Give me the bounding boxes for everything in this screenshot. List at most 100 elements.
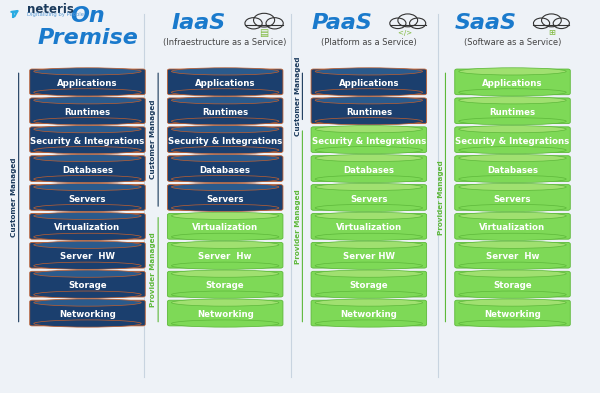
Ellipse shape <box>172 97 279 104</box>
Text: Provider Managed: Provider Managed <box>295 189 301 264</box>
FancyBboxPatch shape <box>311 127 427 152</box>
FancyBboxPatch shape <box>311 156 427 182</box>
Text: Provider Managed: Provider Managed <box>437 160 443 235</box>
Ellipse shape <box>172 233 279 241</box>
Ellipse shape <box>315 270 422 277</box>
Text: Server  HW: Server HW <box>60 252 115 261</box>
FancyBboxPatch shape <box>311 213 427 239</box>
Text: Storage: Storage <box>206 281 244 290</box>
FancyBboxPatch shape <box>167 213 283 239</box>
Ellipse shape <box>315 320 422 327</box>
Text: Security & Integrations: Security & Integrations <box>455 137 569 146</box>
FancyBboxPatch shape <box>311 300 427 326</box>
FancyBboxPatch shape <box>30 300 145 326</box>
Text: Networking: Networking <box>59 310 116 319</box>
Ellipse shape <box>459 89 566 96</box>
Text: Databases: Databases <box>487 165 538 174</box>
Ellipse shape <box>459 147 566 154</box>
Ellipse shape <box>34 147 141 154</box>
Ellipse shape <box>315 233 422 241</box>
Ellipse shape <box>459 320 566 327</box>
Ellipse shape <box>34 97 141 104</box>
Ellipse shape <box>315 118 422 125</box>
Text: Applications: Applications <box>57 79 118 88</box>
FancyBboxPatch shape <box>30 213 145 239</box>
Ellipse shape <box>459 154 566 162</box>
FancyBboxPatch shape <box>167 242 283 268</box>
Ellipse shape <box>315 184 422 191</box>
Ellipse shape <box>172 204 279 211</box>
Ellipse shape <box>172 320 279 327</box>
FancyBboxPatch shape <box>30 98 145 124</box>
Ellipse shape <box>172 270 279 277</box>
Ellipse shape <box>34 233 141 241</box>
Text: Networking: Networking <box>340 310 397 319</box>
Text: Virtualization: Virtualization <box>479 223 545 232</box>
Ellipse shape <box>34 118 141 125</box>
Text: ⊞: ⊞ <box>548 28 555 37</box>
Text: ▤: ▤ <box>259 28 269 38</box>
Ellipse shape <box>315 299 422 306</box>
Ellipse shape <box>34 291 141 298</box>
Text: Servers: Servers <box>206 195 244 204</box>
Ellipse shape <box>34 299 141 306</box>
FancyBboxPatch shape <box>455 242 570 268</box>
Ellipse shape <box>34 262 141 269</box>
Ellipse shape <box>172 118 279 125</box>
Ellipse shape <box>315 291 422 298</box>
Text: Runtimes: Runtimes <box>64 108 110 117</box>
Text: Server  Hw: Server Hw <box>486 252 539 261</box>
Ellipse shape <box>172 212 279 219</box>
Text: PaaS: PaaS <box>311 13 373 33</box>
Ellipse shape <box>172 68 279 75</box>
Ellipse shape <box>172 299 279 306</box>
Ellipse shape <box>459 126 566 133</box>
FancyBboxPatch shape <box>30 156 145 182</box>
Ellipse shape <box>172 126 279 133</box>
Ellipse shape <box>34 154 141 162</box>
Text: Virtualization: Virtualization <box>55 223 121 232</box>
FancyBboxPatch shape <box>455 271 570 297</box>
Text: (Infraestructure as a Service): (Infraestructure as a Service) <box>163 38 287 47</box>
Ellipse shape <box>315 154 422 162</box>
Ellipse shape <box>34 241 141 248</box>
Ellipse shape <box>315 97 422 104</box>
Text: Runtimes: Runtimes <box>490 108 536 117</box>
Text: Databases: Databases <box>62 165 113 174</box>
Ellipse shape <box>172 262 279 269</box>
Text: Server HW: Server HW <box>343 252 395 261</box>
FancyBboxPatch shape <box>311 242 427 268</box>
Ellipse shape <box>172 147 279 154</box>
FancyBboxPatch shape <box>30 185 145 210</box>
Ellipse shape <box>315 68 422 75</box>
Ellipse shape <box>459 97 566 104</box>
Ellipse shape <box>459 175 566 183</box>
Text: Virtualization: Virtualization <box>192 223 258 232</box>
Ellipse shape <box>459 68 566 75</box>
Text: Applications: Applications <box>195 79 256 88</box>
Text: Networking: Networking <box>484 310 541 319</box>
FancyBboxPatch shape <box>455 69 570 95</box>
Ellipse shape <box>315 89 422 96</box>
FancyBboxPatch shape <box>455 300 570 326</box>
FancyBboxPatch shape <box>455 127 570 152</box>
FancyBboxPatch shape <box>167 271 283 297</box>
Text: Servers: Servers <box>494 195 531 204</box>
Ellipse shape <box>34 184 141 191</box>
Text: Security & Integrations: Security & Integrations <box>312 137 426 146</box>
Ellipse shape <box>315 204 422 211</box>
Text: Storage: Storage <box>493 281 532 290</box>
FancyBboxPatch shape <box>30 69 145 95</box>
FancyBboxPatch shape <box>455 213 570 239</box>
Ellipse shape <box>459 270 566 277</box>
Ellipse shape <box>34 126 141 133</box>
FancyBboxPatch shape <box>455 98 570 124</box>
Text: On
Premise: On Premise <box>37 6 138 48</box>
Text: Digitalizing by People: Digitalizing by People <box>27 12 84 17</box>
Text: Databases: Databases <box>343 165 394 174</box>
Text: Runtimes: Runtimes <box>346 108 392 117</box>
Ellipse shape <box>34 270 141 277</box>
Text: IaaS: IaaS <box>171 13 226 33</box>
Ellipse shape <box>459 118 566 125</box>
Ellipse shape <box>459 291 566 298</box>
